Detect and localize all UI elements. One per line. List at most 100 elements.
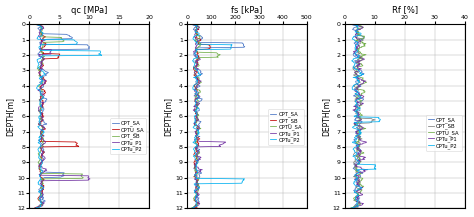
CPTu_P1 <box>38 190 44 192</box>
CPTU_SA <box>36 24 42 26</box>
CPTu_P2 <box>356 132 362 135</box>
CPTu_P1 <box>33 23 38 26</box>
Legend: CPT_SA, CPT_SB, CPTU_SA, CPTu_P1, CPTu_P2: CPT_SA, CPT_SB, CPTU_SA, CPTu_P1, CPTu_P… <box>426 115 462 151</box>
CPTU_SA <box>189 23 195 26</box>
CPT_SB <box>191 23 197 26</box>
CPT_SA <box>36 24 42 26</box>
CPT_SA <box>352 23 358 26</box>
CPTu_P2 <box>353 178 358 181</box>
CPT_SB <box>194 132 200 135</box>
CPT_SA <box>353 24 359 26</box>
X-axis label: qc [MPa]: qc [MPa] <box>71 6 108 15</box>
CPT_SB <box>39 136 45 138</box>
CPTU_SA <box>359 178 365 181</box>
CPT_SA <box>192 178 198 181</box>
CPT_SB <box>354 190 360 192</box>
CPTu_P1 <box>36 24 41 26</box>
CPT_SB <box>35 24 41 26</box>
CPT_SB <box>37 133 43 135</box>
Legend: CPT_SA, CPTU_SA, CPT_SB, CPTu_P1, CPTu_P2: CPT_SA, CPTU_SA, CPT_SB, CPTu_P1, CPTu_P… <box>110 118 146 154</box>
Line: CPT_SB: CPT_SB <box>192 25 210 209</box>
Line: CPT_SB: CPT_SB <box>352 25 375 209</box>
Line: CPTu_P1: CPTu_P1 <box>191 25 226 209</box>
CPTu_P2 <box>349 23 355 26</box>
CPT_SA <box>353 132 358 135</box>
CPTu_P1 <box>354 190 359 192</box>
CPTU_SA <box>348 23 354 26</box>
CPT_SB <box>34 23 40 26</box>
Y-axis label: DEPTH[m]: DEPTH[m] <box>6 97 15 136</box>
CPTu_P1 <box>357 133 363 135</box>
CPT_SB <box>357 178 363 181</box>
CPT_SA <box>40 136 46 138</box>
CPTU_SA <box>38 132 44 135</box>
CPT_SA <box>355 133 361 135</box>
CPT_SB <box>38 132 44 135</box>
CPTU_SA <box>195 178 201 181</box>
CPTU_SA <box>346 207 352 210</box>
CPTu_P2 <box>192 190 198 192</box>
Legend: CPT_SA, CPT_SB, CPTU_SA, CPTu_P1, CPTu_P2: CPT_SA, CPT_SB, CPTU_SA, CPTu_P1, CPTu_P… <box>268 109 304 145</box>
CPTu_P1 <box>39 136 45 138</box>
CPT_SA <box>193 132 199 135</box>
CPTu_P1 <box>191 24 197 26</box>
CPTu_P1 <box>355 178 361 181</box>
CPTU_SA <box>195 133 201 135</box>
CPTu_P2 <box>36 24 41 26</box>
CPTu_P2 <box>36 136 42 138</box>
CPT_SB <box>349 207 355 210</box>
CPT_SA <box>195 133 201 135</box>
CPTu_P1 <box>192 190 198 192</box>
CPT_SA <box>35 23 40 26</box>
CPT_SB <box>354 24 359 26</box>
CPTU_SA <box>357 133 363 135</box>
CPT_SB <box>38 190 44 192</box>
CPTU_SA <box>195 132 201 135</box>
CPTu_P1 <box>32 207 38 210</box>
CPT_SA <box>352 190 358 192</box>
CPTU_SA <box>355 24 361 26</box>
X-axis label: Rf [%]: Rf [%] <box>392 6 418 15</box>
CPTU_SA <box>358 190 364 192</box>
CPT_SA <box>32 207 37 210</box>
CPT_SB <box>193 136 199 138</box>
CPTu_P1 <box>189 23 194 26</box>
Line: CPTu_P1: CPTu_P1 <box>35 25 90 209</box>
CPTu_P1 <box>194 133 200 135</box>
CPT_SA <box>195 136 201 138</box>
Line: CPT_SB: CPT_SB <box>36 25 83 209</box>
CPTU_SA <box>39 190 45 192</box>
Line: CPTu_P1: CPTu_P1 <box>351 25 368 209</box>
CPT_SA <box>38 178 44 181</box>
CPTu_P2 <box>240 178 246 181</box>
CPTu_P1 <box>38 132 44 135</box>
CPTu_P2 <box>347 207 353 210</box>
CPTu_P1 <box>193 178 199 181</box>
CPTu_P1 <box>351 24 357 26</box>
CPTU_SA <box>41 178 47 181</box>
CPTu_P2 <box>189 23 195 26</box>
CPTu_P2 <box>40 132 46 135</box>
CPTu_P2 <box>195 132 201 135</box>
CPTu_P1 <box>348 23 354 26</box>
Line: CPTu_P2: CPTu_P2 <box>191 25 245 209</box>
CPT_SB <box>352 23 357 26</box>
CPTu_P1 <box>193 136 199 138</box>
CPT_SA <box>39 133 45 135</box>
CPT_SB <box>193 24 199 26</box>
CPT_SA <box>39 132 45 135</box>
CPT_SA <box>192 23 198 26</box>
CPT_SB <box>40 178 46 181</box>
CPT_SA <box>356 136 361 138</box>
CPT_SB <box>193 190 199 192</box>
CPTu_P1 <box>354 132 360 135</box>
CPTu_P2 <box>352 24 358 26</box>
CPTU_SA <box>34 23 40 26</box>
CPT_SA <box>37 190 43 192</box>
CPT_SA <box>189 207 194 210</box>
CPTu_P2 <box>352 190 357 192</box>
CPTU_SA <box>38 133 44 135</box>
CPTu_P1 <box>85 178 91 181</box>
CPT_SB <box>356 132 361 135</box>
CPT_SA <box>352 178 357 181</box>
